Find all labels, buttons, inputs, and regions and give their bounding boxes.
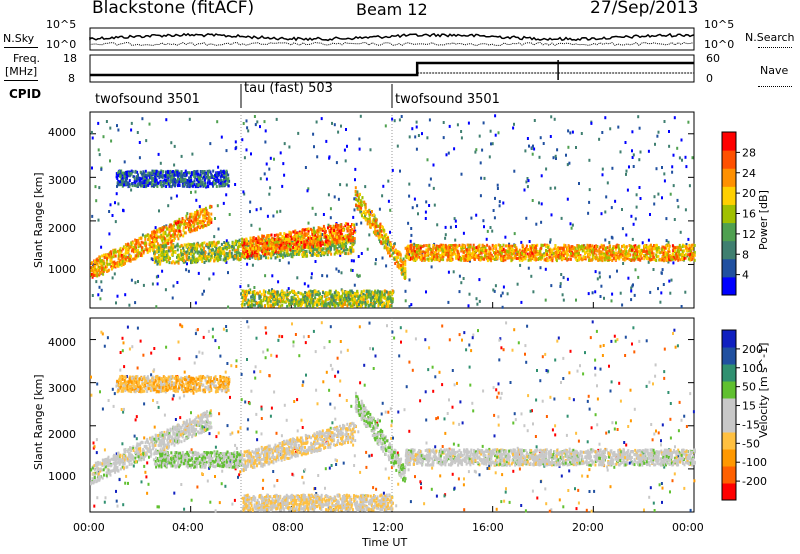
power-panel-frame — [89, 111, 695, 309]
power-cbar-tick-label: 28 — [742, 146, 756, 159]
power-cbar-segment — [722, 204, 736, 224]
velocity-cbar-tick-label: -100 — [742, 456, 767, 469]
nave-tick-high: 60 — [706, 52, 720, 65]
freq-line — [4, 80, 38, 81]
velocity-cbar-segment — [722, 347, 736, 365]
nsky-tick-high: 10^5 — [46, 18, 77, 31]
xtick-0: 00:00 — [73, 521, 105, 534]
nave-label: Nave — [760, 64, 789, 77]
station-title: Blackstone (fitACF) — [92, 0, 255, 18]
beam-title: Beam 12 — [356, 0, 428, 19]
power-cbar-tick-label: 16 — [742, 208, 756, 221]
power-cbar-tick-label: 20 — [742, 187, 756, 200]
velocity-cbar-segment — [722, 432, 736, 450]
xtick-4: 16:00 — [472, 521, 504, 534]
velocity-cbar-tick-label: -50 — [742, 437, 760, 450]
power-echo-pixels — [90, 114, 696, 309]
power-ytick-2000: 2000 — [48, 222, 76, 235]
xtick-1: 04:00 — [172, 521, 204, 534]
power-cbar-tick-label: 8 — [742, 248, 749, 261]
nave-line — [758, 86, 792, 87]
nsearch-tick-high: 10^5 — [704, 18, 735, 31]
power-cbar-segment — [722, 132, 736, 151]
power-cbar-segment — [722, 186, 736, 205]
power-cbar-tick-label: 12 — [742, 228, 756, 241]
noise-panel-frame — [89, 27, 695, 51]
velocity-ytick-2000: 2000 — [48, 428, 76, 441]
nsearch-label: N.Search — [745, 31, 795, 44]
cpid-segment-2: tau (fast) 503 — [244, 81, 333, 96]
velocity-ytick-3000: 3000 — [48, 382, 76, 395]
velocity-ytick-1000: 1000 — [48, 470, 76, 483]
velocity-cbar-tick-label: -200 — [742, 475, 767, 488]
velocity-cbar-segment — [722, 330, 736, 348]
sky-noise-line — [89, 32, 695, 42]
nsky-label: N.Sky — [3, 32, 35, 45]
power-ytick-3000: 3000 — [48, 174, 76, 187]
xtick-2: 08:00 — [272, 521, 304, 534]
power-cbar-segment — [722, 240, 736, 260]
cpid-label: CPID — [9, 87, 42, 101]
power-cbar-segment — [722, 258, 736, 278]
velocity-cbar-segment — [722, 381, 736, 399]
xtick-6: 00:00 — [672, 521, 704, 534]
freq-panel-frame — [89, 54, 695, 83]
velocity-cbar-segment — [722, 415, 736, 433]
velocity-cbar-segment — [722, 483, 736, 501]
nsearch-tick-low: 10^0 — [704, 38, 735, 51]
freq-unit-label: [MHz] — [5, 65, 38, 78]
power-ytick-4000: 4000 — [48, 126, 76, 139]
velocity-cbar-segment — [722, 398, 736, 416]
cpid-segment-3: twofsound 3501 — [395, 92, 500, 107]
power-cbar-segment — [722, 276, 736, 296]
velocity-ytick-4000: 4000 — [48, 336, 76, 349]
freq-label: Freq. — [13, 52, 41, 65]
nsky-line — [4, 47, 38, 48]
power-cbar-tick-label: 24 — [742, 167, 756, 180]
xtick-3: 12:00 — [372, 521, 404, 534]
nave-tick-low: 0 — [706, 72, 713, 85]
xtick-5: 20:00 — [572, 521, 604, 534]
velocity-cbar-frame — [721, 329, 737, 501]
xlabel: Time UT — [362, 536, 408, 549]
power-ytick-1000: 1000 — [48, 263, 76, 276]
power-cbar-segment — [722, 150, 736, 169]
velocity-cbar-segment — [722, 364, 736, 382]
search-noise-line — [89, 41, 694, 47]
velocity-echo-pixels — [90, 320, 696, 513]
velocity-cbar-tick-label: 15 — [742, 400, 756, 413]
freq-tick-low: 8 — [68, 72, 75, 85]
power-cbar-segment — [722, 222, 736, 242]
velocity-cbar-tick-label: -15 — [742, 418, 760, 431]
velocity-cbar-segment — [722, 449, 736, 467]
velocity-cbar-tick-label: 100 — [742, 362, 763, 375]
velocity-cbar-segment — [722, 466, 736, 484]
nsky-tick-low: 10^0 — [46, 38, 77, 51]
freq-tick-high: 18 — [63, 52, 77, 65]
velocity-cbar-tick-label: 200 — [742, 343, 763, 356]
velocity-cbar-tick-label: 50 — [742, 381, 756, 394]
cpid-segment-1: twofsound 3501 — [95, 92, 200, 107]
frequency-line — [90, 61, 694, 77]
nsearch-line — [758, 47, 792, 48]
date-title: 27/Sep/2013 — [590, 0, 699, 18]
power-cbar-tick-label: 4 — [742, 269, 749, 282]
power-cbar-segment — [722, 168, 736, 187]
